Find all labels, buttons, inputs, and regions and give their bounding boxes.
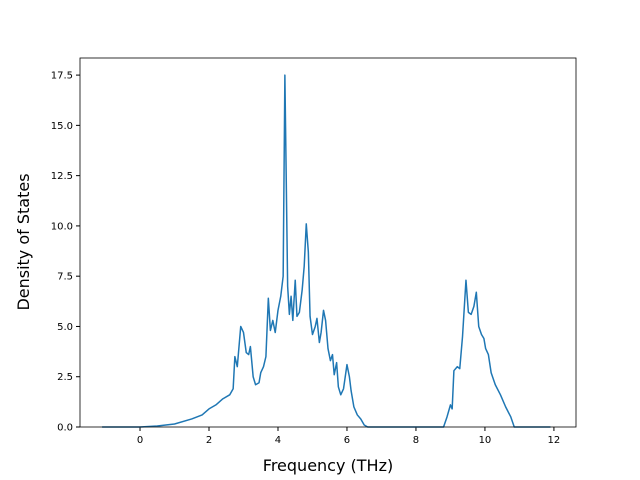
y-tick-label: 5.0 [57, 322, 73, 333]
y-tick-label: 15.0 [51, 121, 73, 132]
x-tick-label: 12 [548, 435, 561, 446]
y-tick-label: 10.0 [51, 221, 73, 232]
x-axis-label: Frequency (THz) [263, 456, 393, 475]
y-tick-label: 7.5 [57, 272, 73, 283]
x-tick-label: 6 [344, 435, 350, 446]
x-tick-label: 2 [206, 435, 212, 446]
x-tick-label: 0 [137, 435, 143, 446]
x-tick-label: 8 [413, 435, 419, 446]
plot-frame [79, 57, 577, 428]
data-line [102, 74, 551, 428]
y-tick-label: 0.0 [57, 423, 73, 434]
y-tick-label: 17.5 [51, 71, 73, 82]
y-tick-label: 2.5 [57, 372, 73, 383]
y-tick-label: 12.5 [51, 171, 73, 182]
x-tick-label: 4 [275, 435, 281, 446]
x-tick-label: 10 [479, 435, 492, 446]
y-axis-label: Density of States [14, 173, 33, 310]
